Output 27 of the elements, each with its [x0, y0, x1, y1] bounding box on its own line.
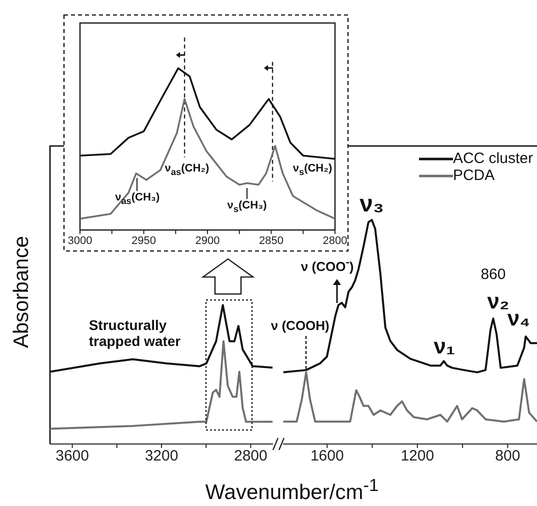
x-tick-label: 3600	[56, 448, 89, 465]
x-tick-label: 2800	[322, 234, 348, 247]
y-axis-title: Absorbance	[10, 236, 34, 348]
annotation: ν$_{s}$(CH₃)	[227, 200, 267, 214]
annotation: 860	[480, 265, 506, 283]
x-tick-label: 2900	[195, 234, 220, 247]
x-tick-label: 2950	[132, 234, 156, 247]
x-tick-label: 3200	[144, 448, 178, 465]
annotation: ν$_{s}$(CH₂)	[292, 162, 332, 178]
annotation: ν₄	[507, 306, 530, 332]
legend-label: ACC cluster	[452, 150, 533, 167]
annotation: ν (COOH)	[270, 318, 330, 334]
x-tick-label: 1600	[310, 448, 344, 465]
annotation: ν$_{as}$(CH₃)	[115, 192, 160, 207]
annotation: ν₂	[487, 288, 510, 314]
x-tick-label: 1200	[400, 448, 434, 465]
annotation: ν₁	[434, 334, 456, 360]
annotation: ν$_{as}$(CH₂)	[164, 162, 210, 178]
x-tick-label: 2800	[234, 448, 268, 465]
annotation: ν (COO$^{-}$)	[300, 256, 354, 276]
x-tick-label: 800	[495, 448, 520, 465]
annotation: Structurally trapped water	[88, 317, 181, 350]
x-tick-label: 2850	[259, 234, 284, 247]
annotation: ν₃	[360, 190, 384, 218]
x-tick-label: 3000	[68, 234, 92, 247]
legend-label: PCDA	[452, 167, 495, 184]
x-axis-title: Wavenumber/cm$^{-1}$	[205, 475, 379, 505]
